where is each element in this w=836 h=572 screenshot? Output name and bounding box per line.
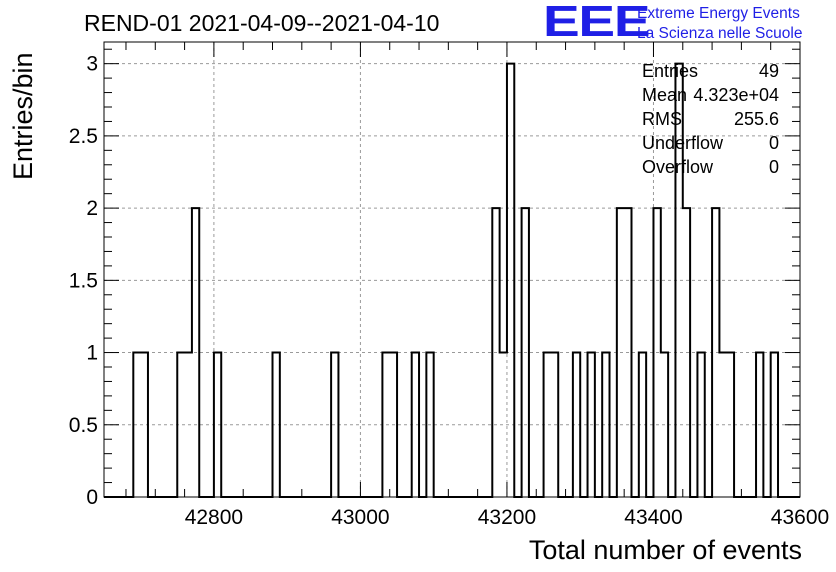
histogram-bin [639,353,646,497]
y-tick-label: 1.5 [69,269,98,292]
histogram-bin [653,208,660,497]
x-tick-label: 43200 [478,506,536,529]
histogram-bin [141,353,148,497]
stat-value: 0 [768,157,779,177]
histogram-bin [412,353,419,497]
x-tick-label: 43400 [624,506,682,529]
histogram-bin [214,353,221,497]
histogram-bin [273,353,280,497]
histogram-bin [727,353,734,497]
histogram-bin [177,353,184,497]
y-tick-label: 2 [86,197,98,220]
x-tick-label: 43000 [331,506,389,529]
histogram-bin [544,353,551,497]
tick-labels: 42800 43000 43200 43400 43600 0 0.5 1 1.5 2 2.5 3 [69,53,829,529]
y-tick-label: 0 [86,486,98,509]
stat-row-underflow: Underflow 0 [642,131,779,155]
x-tick-label: 43600 [771,506,829,529]
stat-label: Underflow [642,133,724,153]
plot-frame [103,41,801,498]
stat-row-entries: Entries 49 [642,59,779,83]
chart-title: REND-01 2021-04-09--2021-04-10 [84,10,440,36]
stat-row-mean: Mean 4.323e+04 [642,83,779,107]
stat-label: RMS [642,109,682,129]
histogram-bin [756,353,763,497]
y-tick-label: 2.5 [69,125,98,148]
histogram-bin [500,353,507,497]
histogram-bin [624,208,631,497]
stat-label: Overflow [642,157,714,177]
x-tick-label: 42800 [185,506,243,529]
histogram-bin [426,353,433,497]
y-tick-label: 0.5 [69,414,98,437]
logo-line-1: Extreme Energy Events [637,5,800,22]
stat-value: 49 [758,61,779,81]
histogram-bin [192,208,199,497]
histogram-bin [382,353,389,497]
stats-box: Entries 49 Mean 4.323e+04 RMS 255.6 Unde… [642,59,779,179]
eee-logo-mark: EEE [543,0,651,46]
histogram-bin [719,353,726,497]
histogram-bin [712,208,719,497]
stat-value: 0 [768,133,779,153]
histogram-bin [573,353,580,497]
histogram-bin [185,353,192,497]
histogram-bin [588,353,595,497]
stat-value: 255.6 [733,109,779,129]
y-axis-label: Entries/bin [8,52,38,180]
stat-row-overflow: Overflow 0 [642,155,779,179]
histogram-bin [602,353,609,497]
histogram-bin [771,353,778,497]
histogram-bin [522,208,529,497]
histogram-bin [617,208,624,497]
grid-lines [104,42,800,497]
stat-row-rms: RMS 255.6 [642,107,779,131]
logo-line-2: La Scienza nelle Scuole [637,25,803,42]
stat-label: Mean [642,85,688,105]
histogram-bin [492,208,499,497]
y-tick-label: 1 [86,342,98,365]
histogram-bin [697,353,704,497]
axes [103,41,801,498]
histogram-bin [661,353,668,497]
x-axis-label: Total number of events [528,535,802,565]
histogram-bin [507,64,514,497]
histogram-bin [390,353,397,497]
stat-value: 4.323e+04 [693,85,779,105]
histogram-bin [331,353,338,497]
stat-label: Entries [642,61,699,81]
eee-logo-text: Extreme Energy Events La Scienza nelle S… [637,4,802,44]
histogram-bin [551,353,558,497]
histogram-bin [133,353,140,497]
y-tick-label: 3 [86,53,98,76]
histogram-bin [683,208,690,497]
